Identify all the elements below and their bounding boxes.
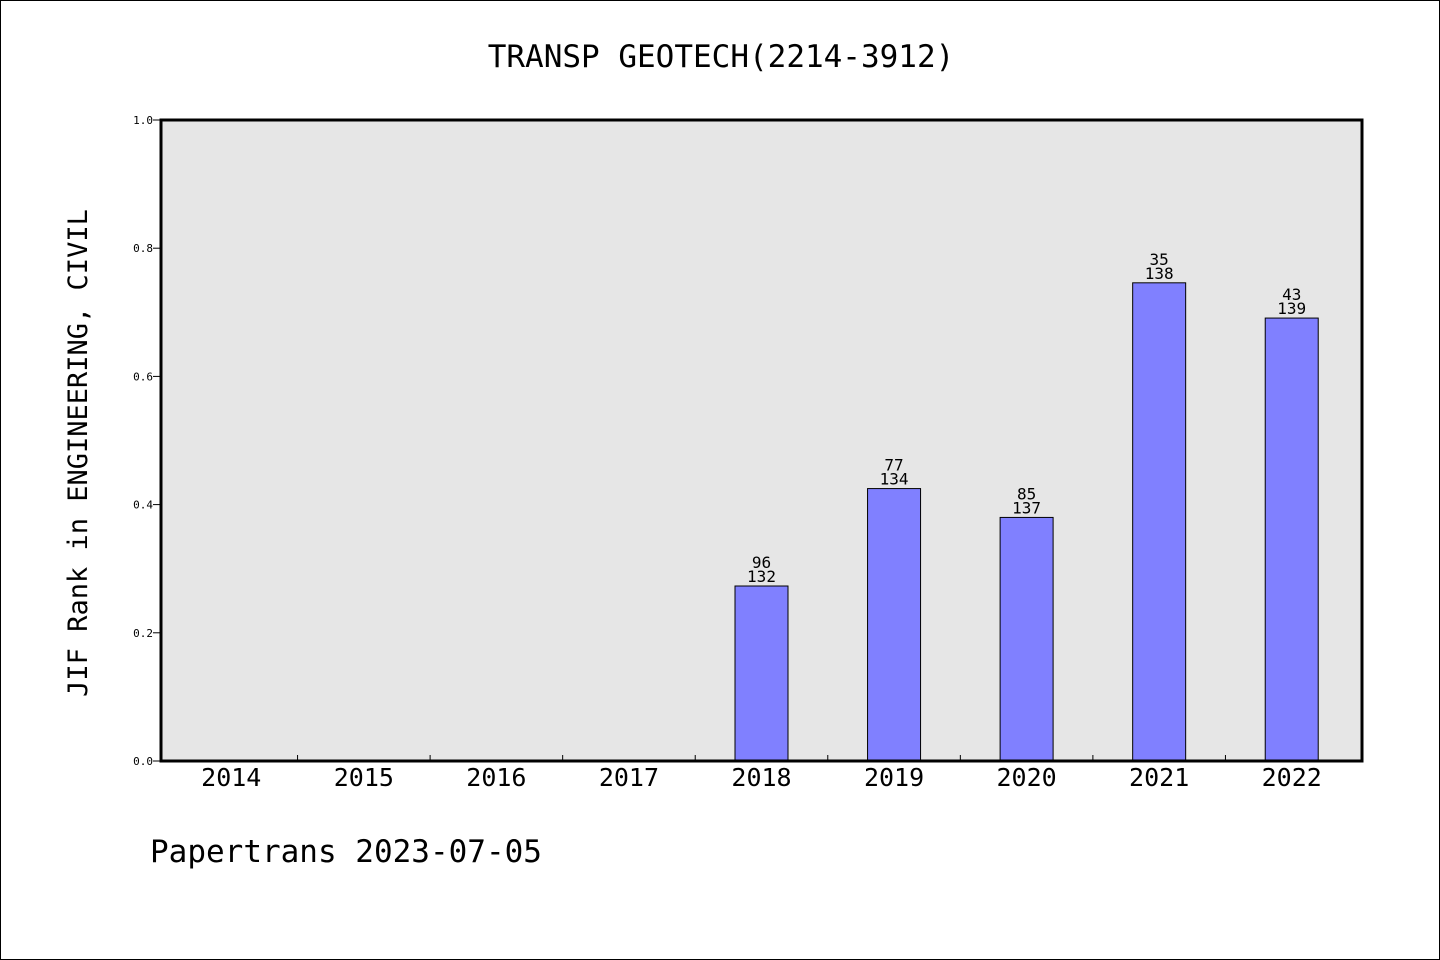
bar-total-label: 134 bbox=[880, 470, 909, 489]
credit-text: Papertrans 2023-07-05 bbox=[150, 834, 542, 870]
bar bbox=[867, 488, 922, 762]
bar bbox=[734, 585, 789, 762]
x-tick-label: 2014 bbox=[201, 763, 261, 792]
bar bbox=[1264, 317, 1319, 762]
bar-rank-label: 77 bbox=[884, 456, 903, 475]
y-tick-label: 0.4 bbox=[133, 499, 153, 512]
bar-total-label: 138 bbox=[1145, 264, 1174, 283]
chart-title: TRANSP GEOTECH(2214-3912) bbox=[488, 39, 955, 75]
bar-rank-label: 96 bbox=[752, 553, 771, 572]
y-tick-label: 0.2 bbox=[133, 627, 153, 640]
bar-total-label: 137 bbox=[1012, 498, 1041, 517]
x-tick-label: 2017 bbox=[599, 763, 659, 792]
plot-border bbox=[159, 118, 1364, 763]
y-ticks-layer: 0.0 0.2 0.4 0.6 0.8 1.0 bbox=[133, 114, 161, 768]
y-tick-label: 0.8 bbox=[133, 242, 153, 255]
bar-rank-label: 35 bbox=[1150, 250, 1169, 269]
x-tick-label: 2015 bbox=[334, 763, 394, 792]
bar-rank-label: 85 bbox=[1017, 484, 1036, 503]
y-tick-label: 0.6 bbox=[133, 370, 153, 383]
x-tick-label: 2019 bbox=[864, 763, 924, 792]
x-tick-label: 2022 bbox=[1262, 763, 1322, 792]
x-tick-label: 2020 bbox=[997, 763, 1057, 792]
x-tick-label: 2016 bbox=[466, 763, 526, 792]
bar bbox=[999, 516, 1054, 762]
bar-total-label: 132 bbox=[747, 567, 776, 586]
x-ticks-layer: 2014 2015 2016 2017 2018 2019 2020 2021 2022 bbox=[201, 755, 1322, 792]
bar bbox=[1132, 282, 1187, 762]
x-tick-label: 2018 bbox=[731, 763, 791, 792]
bar-rank-label: 43 bbox=[1282, 285, 1301, 304]
y-axis-label: JIF Rank in ENGINEERING, CIVIL bbox=[63, 209, 94, 697]
bar-total-label: 139 bbox=[1277, 299, 1306, 318]
x-tick-label: 2021 bbox=[1129, 763, 1189, 792]
y-tick-label: 1.0 bbox=[133, 114, 153, 127]
y-tick-label: 0.0 bbox=[133, 755, 153, 768]
